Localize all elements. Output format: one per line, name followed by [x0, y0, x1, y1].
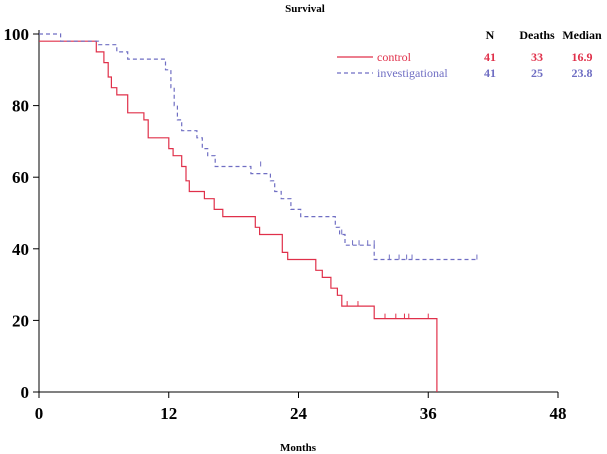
header-deaths: Deaths: [519, 28, 555, 42]
x-tick-label: 48: [550, 404, 567, 423]
x-tick-label: 0: [35, 404, 44, 423]
header-n: N: [486, 28, 495, 42]
y-tick-label: 60: [12, 168, 29, 187]
y-axis-ticks: 0 20 40 60 80 100: [4, 25, 39, 402]
legend-label-control: control: [377, 50, 412, 64]
x-tick-label: 24: [290, 404, 308, 423]
legend-table: N Deaths Median control 41 33 16.9 inves…: [337, 28, 602, 80]
x-axis-label: Months: [280, 442, 317, 454]
y-tick-label: 80: [12, 97, 29, 116]
chart-title: Survival: [285, 3, 325, 15]
series-line-control: [39, 40, 438, 392]
y-tick-label: 20: [12, 311, 29, 330]
n-control: 41: [484, 50, 496, 64]
y-tick-label: 100: [4, 25, 30, 44]
x-tick-label: 12: [160, 404, 177, 423]
y-tick-label: 0: [21, 383, 30, 402]
header-median: Median: [562, 28, 602, 42]
series-line-investigational: [39, 33, 477, 261]
legend-label-investigational: investigational: [377, 66, 448, 80]
n-investigational: 41: [484, 66, 496, 80]
median-investigational: 23.8: [572, 66, 593, 80]
survival-curves: [39, 33, 478, 392]
x-axis-ticks: 0 12 24 36 48: [35, 392, 567, 423]
median-control: 16.9: [572, 50, 593, 64]
x-tick-label: 36: [420, 404, 437, 423]
y-tick-label: 40: [12, 240, 29, 259]
deaths-investigational: 25: [531, 66, 543, 80]
deaths-control: 33: [531, 50, 543, 64]
